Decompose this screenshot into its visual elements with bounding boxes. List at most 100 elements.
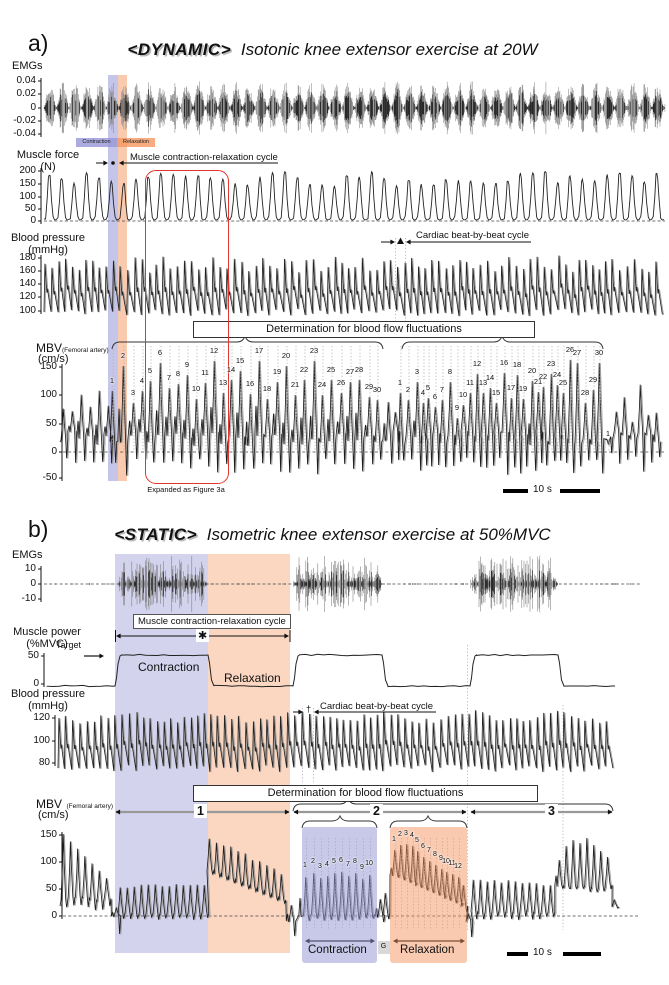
y-tick-label: 120 <box>33 712 50 723</box>
panel-a-bp-label: Blood pressure (mmHg) <box>11 232 85 256</box>
panel-a-mbv-label: MBV(Femoral artery) <box>36 341 109 355</box>
beat-number: 5 <box>147 366 153 375</box>
beat-number: 20 <box>281 351 291 360</box>
beat-number: 3 <box>130 388 136 397</box>
beat-number: 4 <box>420 388 426 397</box>
beat-number: 9 <box>360 864 364 871</box>
y-tick-label: 120 <box>19 291 36 302</box>
beat-number: 2 <box>311 858 315 865</box>
panel-b-cardiac-marker: † <box>304 704 314 714</box>
beat-number: 8 <box>175 369 181 378</box>
y-tick-label: 0.02 <box>16 88 36 99</box>
beat-number: 22 <box>538 372 548 381</box>
panel-a-mbv-units: (cm/s) <box>38 353 69 365</box>
beat-number: 5 <box>415 837 419 844</box>
beat-number: 9 <box>439 855 443 862</box>
beat-number: 22 <box>299 365 309 374</box>
panel-a-label: a) <box>28 30 49 56</box>
y-tick-label: 80 <box>38 757 50 768</box>
y-tick-label: -0.02 <box>13 115 36 126</box>
beat-number: 12 <box>472 359 482 368</box>
beat-number: 7 <box>346 861 350 868</box>
y-tick-label: 0 <box>51 910 57 921</box>
y-tick-label: 0.04 <box>16 75 36 86</box>
beat-number: 5 <box>425 383 431 392</box>
panel-b-bp-label: Blood pressure (mmHg) <box>11 688 85 712</box>
y-tick-label: 50 <box>45 418 57 429</box>
panel-b-cycle-marker: ✱ <box>196 629 210 642</box>
beat-number: 21 <box>533 377 543 386</box>
beat-number: 4 <box>410 832 414 839</box>
panel-a-emg-label: EMGs <box>12 60 43 72</box>
y-tick-label: 50 <box>24 203 36 214</box>
panel-a-mini-contraction: Contraction <box>76 138 117 147</box>
beat-number: 24 <box>552 370 562 379</box>
beat-number: 12 <box>454 863 462 870</box>
y-tick-label: 0 <box>51 446 57 457</box>
beat-number: 10 <box>442 858 450 865</box>
panel-a-title: <DYNAMIC> Isotonic knee extensor exercis… <box>55 40 610 60</box>
beat-number: 27 <box>572 348 582 357</box>
beat-number: 4 <box>139 376 145 385</box>
beat-number: 8 <box>433 851 437 858</box>
y-tick-label: 200 <box>19 165 36 176</box>
beat-number: 19 <box>518 384 528 393</box>
panel-b-title-tag: <STATIC> <box>114 525 198 544</box>
panel-b-title-text: Isometric knee extensor exercise at 50%M… <box>206 525 551 544</box>
beat-number: 29 <box>588 375 598 384</box>
beat-number: 13 <box>478 378 488 387</box>
beat-number: 7 <box>439 385 445 394</box>
panel-b-determination-box: Determination for blood flow fluctuation… <box>193 785 538 802</box>
panel-b-title: <STATIC> Isometric knee extensor exercis… <box>55 525 610 545</box>
panel-b-region-1: 1 <box>194 804 207 818</box>
beat-number: 16 <box>499 358 509 367</box>
panel-a-title-text: Isotonic knee extensor exercise at 20W <box>240 40 538 59</box>
beat-number: 6 <box>157 348 163 357</box>
beat-number: 8 <box>447 367 453 376</box>
beat-number: 7 <box>166 373 172 382</box>
beat-number: 10 <box>191 384 201 393</box>
beat-number: 20 <box>527 366 537 375</box>
panel-a-cycle-annotation: Muscle contraction-relaxation cycle <box>130 152 278 163</box>
beat-number: 27 <box>345 367 355 376</box>
beat-number: 1 <box>109 376 115 385</box>
y-tick-label: 100 <box>19 191 36 202</box>
beat-number: 17 <box>506 383 516 392</box>
beat-number: 6 <box>339 857 343 864</box>
y-tick-label: 10 <box>24 563 36 574</box>
y-tick-label: 0 <box>33 678 39 689</box>
beat-number: 26 <box>336 378 346 387</box>
beat-number: 13 <box>218 378 228 387</box>
panel-a-mini-relaxation: Relaxation <box>117 138 155 147</box>
beat-number: 23 <box>546 359 556 368</box>
beat-number: 1 <box>605 429 611 438</box>
panel-b-emg-label: EMGs <box>12 549 43 561</box>
beat-number: 2 <box>398 831 402 838</box>
y-tick-label: 50 <box>45 883 57 894</box>
panel-b-power-label: Muscle power (%MVC) <box>13 626 81 650</box>
beat-number: 19 <box>272 367 282 376</box>
beat-number: 2 <box>120 351 126 360</box>
panel-b-scalebar-right <box>563 952 601 956</box>
panel-b-cycle-box: Muscle contraction-relaxation cycle <box>133 614 291 629</box>
y-tick-label: 100 <box>33 735 50 746</box>
y-tick-label: 0 <box>30 215 36 226</box>
panel-b-mbv-label: MBV (Femoral artery) <box>36 797 114 811</box>
beat-number: 3 <box>414 367 420 376</box>
y-tick-label: 150 <box>19 178 36 189</box>
beat-number: 10 <box>458 390 468 399</box>
beat-number: 14 <box>226 365 236 374</box>
y-tick-label: 100 <box>40 856 57 867</box>
beat-number: 5 <box>332 858 336 865</box>
panel-b-contraction-label: Contraction <box>138 660 200 674</box>
panel-b-scalebar-label: 10 s <box>533 947 552 958</box>
panel-a-scalebar-left <box>503 489 528 493</box>
beat-number: 8 <box>353 858 357 865</box>
y-tick-label: 150 <box>40 829 57 840</box>
beat-number: 29 <box>364 382 374 391</box>
beat-number: 25 <box>326 365 336 374</box>
panel-a-title-tag: <DYNAMIC> <box>127 40 232 59</box>
panel-b-relaxation-label: Relaxation <box>224 671 281 685</box>
panel-b-region-2: 2 <box>370 804 383 818</box>
